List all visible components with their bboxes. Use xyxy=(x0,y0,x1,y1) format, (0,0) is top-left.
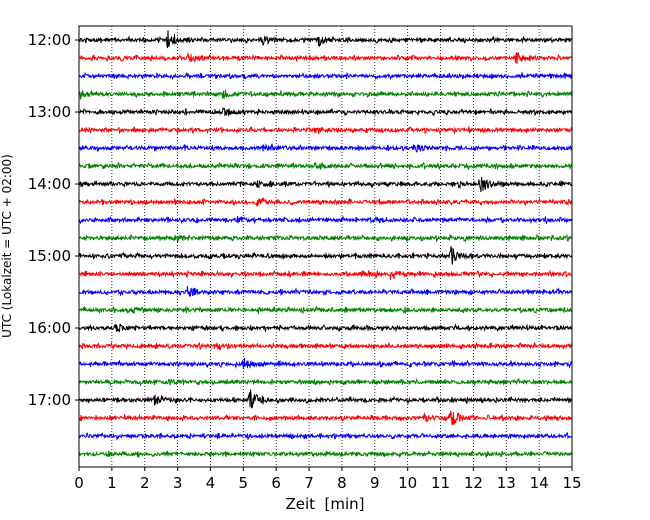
trace-line xyxy=(78,30,573,49)
x-axis-label: Zeit [min] xyxy=(285,495,364,513)
y-tick-label: 16:00 xyxy=(28,319,71,337)
y-tick-label: 13:00 xyxy=(28,103,71,121)
trace-line xyxy=(78,142,573,153)
x-tick-label: 4 xyxy=(206,474,216,492)
trace-line xyxy=(78,305,573,315)
trace-line xyxy=(78,215,573,225)
trace-line xyxy=(79,246,573,265)
x-tick-label: 8 xyxy=(337,474,347,492)
trace-line xyxy=(78,161,573,171)
x-tick-label: 5 xyxy=(239,474,249,492)
trace-line xyxy=(78,357,573,370)
trace-line xyxy=(78,269,573,280)
x-tick-label: 6 xyxy=(271,474,281,492)
y-tick-label: 17:00 xyxy=(28,391,71,409)
plot-frame xyxy=(78,25,573,468)
x-tick-label: 2 xyxy=(140,474,150,492)
x-tick-label: 11 xyxy=(431,474,450,492)
trace-line xyxy=(78,432,573,441)
trace-line xyxy=(78,71,573,81)
x-axis-ticks: 0 1 2 3 4 5 6 7 8 9 10 11 12 13 14 15 xyxy=(74,467,582,492)
x-tick-label: 0 xyxy=(74,474,84,492)
y-tick-label: 15:00 xyxy=(28,247,71,265)
trace-line xyxy=(78,286,573,297)
trace-line xyxy=(78,106,573,117)
x-tick-label: 13 xyxy=(497,474,516,492)
trace-line xyxy=(78,52,573,65)
trace-line xyxy=(78,89,573,100)
trace-line xyxy=(78,125,573,135)
y-tick-label: 12:00 xyxy=(28,31,71,49)
x-tick-label: 1 xyxy=(107,474,117,492)
x-tick-label: 10 xyxy=(398,474,417,492)
x-tick-label: 14 xyxy=(530,474,549,492)
trace-line xyxy=(78,176,573,193)
trace-line xyxy=(78,410,573,426)
seismogram-traces xyxy=(78,30,573,459)
y-axis-ticks: 12:00 13:00 14:00 15:00 16:00 17:00 xyxy=(28,31,79,409)
trace-line xyxy=(78,233,573,243)
trace-line xyxy=(78,377,573,387)
x-tick-label: 9 xyxy=(370,474,380,492)
x-tick-label: 15 xyxy=(562,474,581,492)
x-tick-label: 7 xyxy=(304,474,314,492)
x-tick-label: 12 xyxy=(464,474,483,492)
x-tick-label: 3 xyxy=(173,474,183,492)
trace-line xyxy=(78,389,573,409)
trace-line xyxy=(78,197,573,207)
trace-line xyxy=(78,341,573,351)
trace-line xyxy=(78,449,573,459)
y-tick-label: 14:00 xyxy=(28,175,71,193)
y-axis-label: UTC (Lokalzeit = UTC + 02:00) xyxy=(0,154,14,338)
trace-line xyxy=(78,323,573,333)
